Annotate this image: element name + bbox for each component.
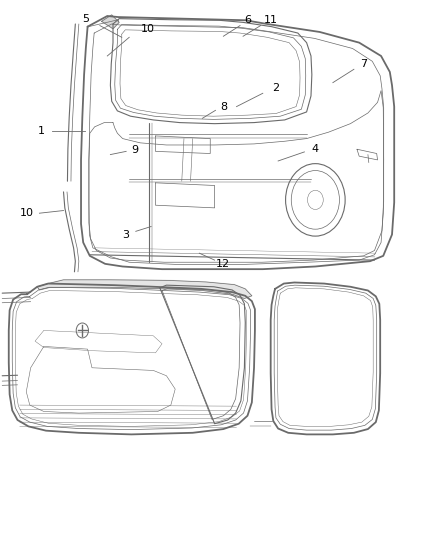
Text: 10: 10 <box>141 25 155 34</box>
Text: 8: 8 <box>220 102 227 111</box>
Text: 1: 1 <box>38 126 45 135</box>
Text: 6: 6 <box>244 15 251 25</box>
Text: 12: 12 <box>216 259 230 269</box>
Text: 3: 3 <box>122 230 129 239</box>
Text: 11: 11 <box>264 15 278 25</box>
Text: 7: 7 <box>360 59 367 69</box>
Text: 4: 4 <box>312 144 319 154</box>
Polygon shape <box>37 280 252 298</box>
Text: 5: 5 <box>82 14 89 23</box>
Text: 10: 10 <box>20 208 34 218</box>
Polygon shape <box>102 15 119 29</box>
Text: 2: 2 <box>272 83 279 93</box>
Text: 9: 9 <box>131 146 138 155</box>
